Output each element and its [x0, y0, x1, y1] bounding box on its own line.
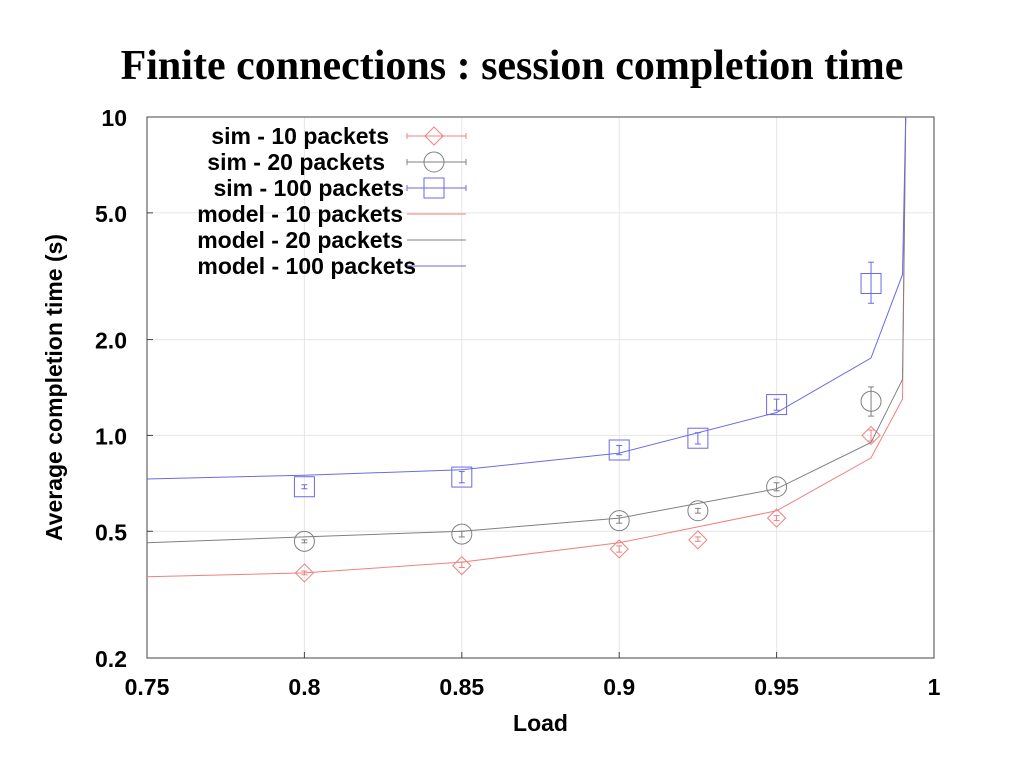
x-tick-label: 0.8	[288, 674, 320, 700]
data-point	[294, 563, 315, 583]
model-curve	[147, 117, 907, 480]
legend-label: sim - 20 packets	[207, 149, 385, 175]
data-point	[766, 476, 788, 498]
plot-frame	[146, 116, 935, 659]
legend-entry: model - 20 packets	[197, 227, 466, 253]
x-tick-label: 0.95	[754, 674, 799, 700]
data-point	[766, 394, 788, 416]
legend-entry: sim - 20 packets	[207, 149, 467, 175]
series-model-100-packets	[147, 117, 907, 480]
axis-ticks: 0.75 0.8 0.85 0.9 0.95 1 0.2 0.5 1.0 2.0 5.0 10	[95, 105, 941, 700]
legend-label: model - 20 packets	[197, 227, 403, 253]
series-model-20-packets	[147, 117, 907, 544]
x-tick-label: 1	[928, 674, 941, 700]
legend-marker	[423, 177, 445, 199]
x-axis-label: Load	[513, 710, 568, 736]
data-point	[293, 476, 315, 498]
series-sim-10-packets	[294, 425, 881, 583]
legend-entry: model - 10 packets	[197, 201, 466, 227]
legend-label: model - 100 packets	[197, 253, 416, 279]
data-point	[687, 500, 709, 522]
series-sim-100-packets	[293, 261, 882, 498]
series-layer	[147, 117, 907, 583]
data-point	[451, 523, 473, 545]
data-point	[451, 466, 473, 488]
x-tick-label: 0.9	[603, 674, 635, 700]
data-point	[687, 427, 709, 449]
data-point	[861, 425, 881, 446]
y-tick-label: 0.2	[95, 646, 127, 672]
y-tick-label: 2.0	[95, 328, 127, 354]
model-curve	[147, 117, 907, 544]
legend-label: sim - 10 packets	[211, 123, 389, 149]
y-tick-label: 10	[101, 105, 127, 131]
model-curve	[147, 117, 907, 578]
data-point	[608, 439, 630, 461]
legend-entry: model - 100 packets	[197, 253, 466, 279]
series-model-10-packets	[147, 117, 907, 578]
data-point	[608, 510, 630, 532]
y-tick-label: 5.0	[95, 201, 127, 227]
legend-marker	[423, 151, 445, 173]
gridlines	[146, 116, 935, 659]
data-point	[860, 390, 882, 412]
y-tick-label: 0.5	[95, 519, 127, 545]
legend-label: sim - 100 packets	[213, 175, 404, 201]
data-point	[609, 539, 629, 559]
series-sim-20-packets	[293, 386, 882, 552]
y-axis-label: Average completion time (s)	[41, 234, 67, 541]
x-tick-label: 0.75	[125, 674, 170, 700]
x-tick-label: 0.85	[439, 674, 484, 700]
data-point	[766, 508, 787, 528]
legend-marker	[424, 126, 444, 146]
legend-entry: sim - 10 packets	[211, 123, 467, 149]
legend-label: model - 10 packets	[197, 201, 403, 227]
y-tick-label: 1.0	[95, 423, 127, 449]
chart-title: Finite connections : session completion …	[120, 43, 904, 89]
legend-entry: sim - 100 packets	[213, 175, 467, 201]
data-point	[293, 530, 315, 552]
data-point	[860, 272, 882, 294]
data-point	[688, 530, 708, 550]
